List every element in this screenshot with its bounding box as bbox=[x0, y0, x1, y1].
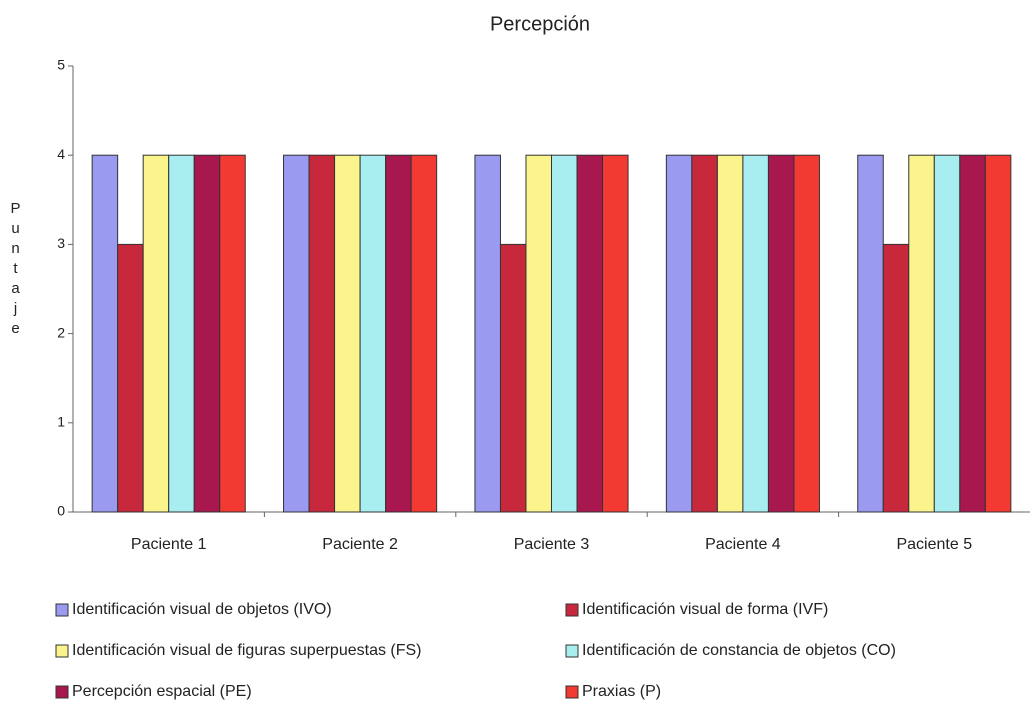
bar bbox=[665, 154, 693, 513]
bar bbox=[767, 154, 795, 513]
legend-label: Identificación visual de forma (IVF) bbox=[582, 601, 828, 618]
x-tick-label: Paciente 5 bbox=[896, 536, 972, 553]
bar bbox=[334, 154, 361, 513]
bar bbox=[908, 154, 935, 513]
bar bbox=[193, 154, 221, 513]
bar bbox=[576, 154, 604, 513]
bar bbox=[551, 154, 578, 513]
legend-label: Identificación de constancia de objetos … bbox=[582, 642, 896, 659]
legend-swatch bbox=[55, 685, 69, 699]
legend-swatch bbox=[55, 644, 69, 658]
legend-swatch bbox=[565, 603, 579, 617]
bar bbox=[716, 154, 744, 513]
x-tick-label: Paciente 3 bbox=[514, 536, 590, 553]
bar bbox=[857, 154, 884, 513]
legend-label: Praxias (P) bbox=[582, 683, 661, 700]
bar bbox=[283, 154, 310, 513]
bar bbox=[984, 154, 1012, 513]
bar bbox=[499, 243, 527, 513]
bar bbox=[525, 154, 552, 513]
x-tick-label: Paciente 2 bbox=[322, 536, 398, 553]
bar bbox=[117, 243, 144, 513]
y-tick-label: 1 bbox=[57, 414, 65, 430]
y-axis-label: Puntaje bbox=[7, 200, 24, 340]
bar bbox=[602, 154, 629, 513]
legend-label: Percepción espacial (PE) bbox=[72, 683, 252, 700]
y-tick-label: 0 bbox=[57, 503, 65, 519]
bar bbox=[691, 154, 718, 513]
bar bbox=[359, 154, 387, 513]
chart-title: Percepción bbox=[490, 13, 590, 35]
legend-swatch bbox=[55, 603, 69, 617]
bar bbox=[410, 154, 438, 513]
bar bbox=[793, 154, 820, 513]
bar bbox=[742, 154, 769, 513]
bar bbox=[168, 154, 195, 513]
bar bbox=[219, 154, 246, 513]
bar bbox=[959, 154, 986, 513]
x-tick-label: Paciente 4 bbox=[705, 536, 781, 553]
x-tick-label: Paciente 1 bbox=[131, 536, 207, 553]
bar bbox=[474, 154, 501, 513]
y-tick-label: 4 bbox=[57, 146, 65, 162]
bar bbox=[91, 154, 119, 513]
bar bbox=[385, 154, 412, 513]
legend-label: Identificación visual de objetos (IVO) bbox=[72, 601, 332, 618]
bar bbox=[142, 154, 170, 513]
y-tick-label: 5 bbox=[57, 57, 65, 73]
legend-label: Identificación visual de figuras superpu… bbox=[72, 642, 422, 659]
bar bbox=[882, 243, 910, 513]
bar bbox=[308, 154, 336, 513]
y-tick-label: 2 bbox=[57, 324, 65, 340]
legend-swatch bbox=[565, 685, 579, 699]
legend-swatch bbox=[565, 644, 579, 658]
y-tick-label: 3 bbox=[57, 235, 65, 251]
bar bbox=[933, 154, 961, 513]
